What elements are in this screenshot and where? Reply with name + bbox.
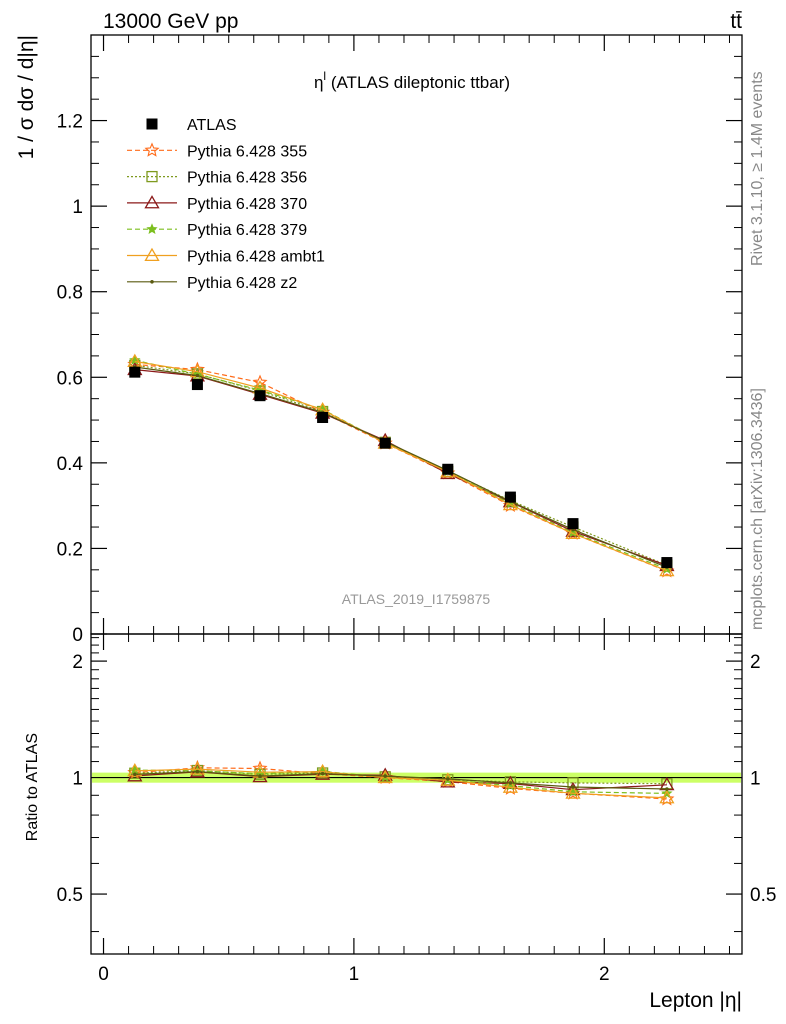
marker-square	[661, 557, 673, 569]
axis-ticks: 0 0.2 0.4 0.6 0.8 1 1.2 0 1 2 0.5 0.5 1 1 2 2	[57, 35, 776, 985]
legend-label: Pythia 6.428 z2	[187, 275, 297, 292]
rivet-label: Rivet 3.1.10, ≥ 1.4M events	[749, 71, 766, 266]
marker-dot	[445, 777, 450, 781]
marker-square	[146, 118, 158, 130]
marker-dot	[383, 774, 388, 778]
marker-dot	[150, 280, 154, 284]
legend-item: Pythia 6.428 370	[127, 195, 307, 213]
legend-item: Pythia 6.428 z2	[127, 275, 297, 292]
ratio-tick-label-right: 0.5	[750, 885, 776, 906]
legend-label: Pythia 6.428 356	[187, 170, 307, 187]
y-tick-label: 0.2	[57, 539, 83, 560]
marker-open-triangle	[659, 790, 675, 804]
analysis-id: ATLAS_2019_I1759875	[342, 591, 491, 607]
y-tick-label: 0	[72, 625, 83, 646]
marker-square	[442, 463, 454, 475]
marker-dot	[195, 373, 200, 378]
marker-open-triangle	[502, 496, 519, 511]
marker-open-triangle	[144, 195, 160, 209]
series-line	[134, 369, 668, 567]
marker-open-triangle	[659, 562, 675, 577]
marker-square	[254, 390, 266, 402]
ratio-series-pythia-6-428-z2	[133, 769, 669, 791]
series-line	[134, 363, 668, 572]
series-pythia-6-428-355	[127, 356, 675, 578]
marker-dot	[320, 771, 325, 776]
y-axis-label: 1 / σ dσ / d|η|	[15, 35, 38, 159]
ratio-tick-label-left: 0.5	[57, 885, 83, 906]
ratio-plot-frame	[90, 633, 743, 955]
legend-item: Pythia 6.428 379	[127, 222, 307, 239]
series-pythia-6-428-356	[129, 359, 673, 571]
marker-open-triangle	[314, 763, 331, 778]
marker-square	[379, 437, 391, 449]
marker-open-triangle	[565, 781, 581, 796]
marker-dot	[508, 781, 513, 785]
marker-open-triangle	[144, 247, 160, 262]
ratio-tick-label-left: 2	[72, 652, 83, 673]
marker-star	[659, 791, 675, 806]
series-line	[134, 366, 668, 568]
marker-open-triangle	[502, 779, 519, 793]
process-label: tt̄	[730, 10, 742, 33]
ratio-line	[134, 769, 667, 785]
legend-item: ATLAS	[146, 117, 237, 134]
marker-square	[191, 379, 203, 391]
legend-item: Pythia 6.428 356	[127, 170, 307, 187]
ratio-series	[127, 759, 675, 806]
x-tick-label: 1	[349, 964, 360, 985]
marker-open-triangle	[189, 761, 206, 775]
legend-label: Pythia 6.428 370	[187, 196, 307, 213]
marker-square	[129, 366, 141, 378]
marker-dot	[571, 785, 575, 789]
x-tick-label: 2	[599, 964, 610, 985]
y-tick-label: 1	[72, 197, 83, 218]
legend-item: Pythia 6.428 355	[127, 142, 307, 160]
series-pythia-6-428-ambt1	[127, 353, 675, 577]
y-tick-label: 0.8	[57, 283, 83, 304]
y-tick-label: 0.4	[57, 454, 84, 475]
marker-dot	[665, 787, 669, 791]
data-series	[127, 353, 675, 578]
legend: ATLAS Pythia 6.428 355 Pythia 6.428 356 Pyt…	[127, 117, 325, 292]
legend-label: Pythia 6.428 355	[187, 143, 307, 160]
marker-open-square	[146, 170, 158, 183]
series-pythia-6-428-370	[127, 361, 675, 572]
marker-square	[567, 518, 579, 530]
series-line	[134, 364, 668, 566]
ratio-tick-label-right: 2	[750, 652, 761, 673]
marker-open-triangle	[565, 525, 581, 539]
legend-item: Pythia 6.428 ambt1	[127, 247, 325, 266]
marker-dot	[258, 774, 262, 778]
marker-square	[504, 491, 516, 503]
marker-star	[146, 223, 158, 234]
marker-open-triangle	[440, 774, 456, 788]
marker-open-triangle	[377, 767, 393, 781]
ratio-tick-label-left: 1	[72, 769, 83, 790]
series-line	[134, 360, 668, 572]
series-atlas	[129, 366, 673, 569]
marker-square	[317, 412, 329, 424]
marker-star	[144, 142, 160, 157]
y-tick-label: 0.6	[57, 368, 83, 389]
marker-star	[129, 764, 141, 775]
mcplots-label: mcplots.cern.ch [arXiv:1306.3436]	[749, 388, 766, 630]
marker-open-triangle	[565, 785, 581, 799]
ratio-y-axis-label: Ratio to ATLAS	[24, 733, 41, 841]
x-tick-label: 0	[98, 964, 109, 985]
legend-label: ATLAS	[187, 117, 237, 134]
legend-label: Pythia 6.428 379	[187, 222, 307, 239]
ratio-tick-label-right: 1	[750, 769, 761, 790]
series-line	[134, 359, 668, 570]
marker-dot	[195, 769, 200, 774]
plot-title: ηl (ATLAS dileptonic ttbar)	[314, 69, 510, 92]
x-axis-label: Lepton |η|	[649, 989, 742, 1012]
marker-dot	[133, 772, 137, 777]
legend-label: Pythia 6.428 ambt1	[187, 249, 325, 266]
y-tick-label: 1.2	[57, 112, 83, 133]
energy-label: 13000 GeV pp	[103, 10, 238, 33]
